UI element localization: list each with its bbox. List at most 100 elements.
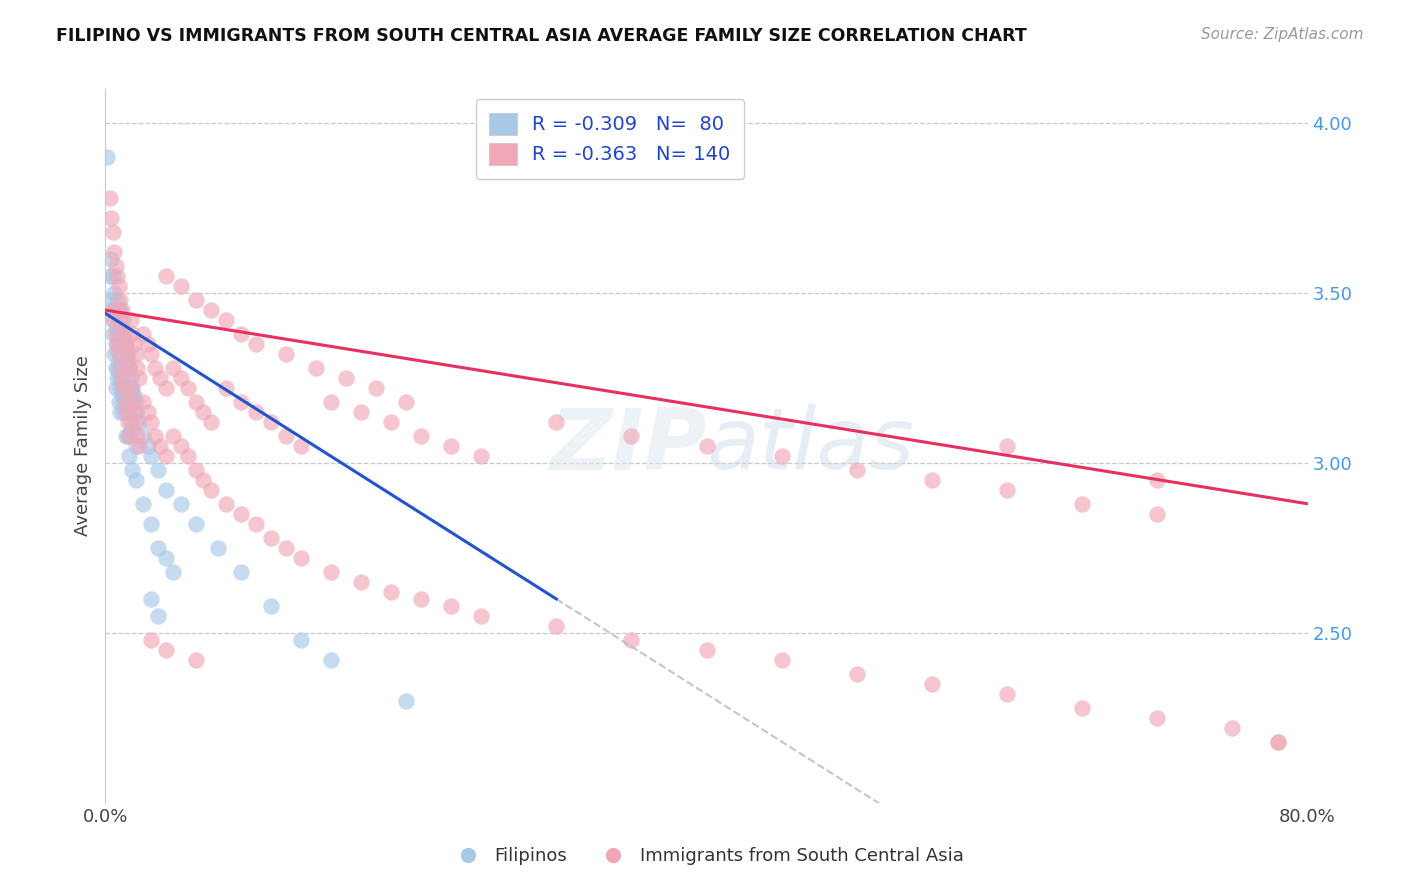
Point — [115, 347, 138, 361]
Point — [770, 653, 793, 667]
Point — [115, 429, 138, 443]
Point — [128, 439, 150, 453]
Point — [177, 381, 200, 395]
Point — [104, 326, 127, 341]
Point — [107, 343, 129, 358]
Point — [110, 313, 132, 327]
Point — [124, 415, 146, 429]
Point — [101, 303, 124, 318]
Point — [143, 429, 166, 443]
Point — [274, 429, 297, 443]
Point — [200, 415, 222, 429]
Point — [139, 347, 162, 361]
Point — [110, 337, 132, 351]
Point — [103, 303, 125, 318]
Point — [470, 608, 492, 623]
Point — [120, 381, 142, 395]
Point — [114, 347, 136, 361]
Point — [104, 259, 127, 273]
Point — [162, 565, 184, 579]
Point — [121, 463, 143, 477]
Point — [110, 360, 132, 375]
Point — [229, 507, 252, 521]
Point — [921, 677, 943, 691]
Point — [115, 388, 138, 402]
Point — [139, 415, 162, 429]
Point — [128, 415, 150, 429]
Point — [921, 473, 943, 487]
Point — [155, 269, 177, 284]
Point — [107, 371, 129, 385]
Point — [470, 449, 492, 463]
Point — [112, 394, 135, 409]
Point — [546, 619, 568, 633]
Point — [124, 405, 146, 419]
Point — [155, 643, 177, 657]
Point — [101, 225, 124, 239]
Point — [136, 337, 159, 351]
Point — [155, 483, 177, 498]
Point — [1071, 497, 1094, 511]
Point — [115, 354, 138, 368]
Point — [395, 694, 418, 708]
Point — [103, 245, 125, 260]
Point — [117, 360, 139, 375]
Point — [124, 347, 146, 361]
Point — [103, 313, 125, 327]
Point — [409, 429, 432, 443]
Point — [110, 371, 132, 385]
Point — [120, 381, 142, 395]
Point — [101, 269, 124, 284]
Point — [132, 429, 155, 443]
Point — [146, 541, 169, 555]
Point — [112, 337, 135, 351]
Point — [100, 252, 122, 266]
Point — [124, 394, 146, 409]
Text: ZIP: ZIP — [548, 404, 707, 488]
Point — [335, 371, 357, 385]
Point — [117, 415, 139, 429]
Point — [274, 541, 297, 555]
Point — [245, 517, 267, 532]
Point — [440, 439, 463, 453]
Point — [124, 439, 146, 453]
Point — [111, 354, 134, 368]
Point — [1146, 473, 1168, 487]
Point — [104, 381, 127, 395]
Point — [115, 405, 138, 419]
Point — [107, 293, 129, 307]
Point — [101, 326, 124, 341]
Point — [120, 313, 142, 327]
Point — [120, 371, 142, 385]
Point — [696, 643, 718, 657]
Point — [118, 449, 141, 463]
Point — [120, 415, 142, 429]
Text: atlas: atlas — [707, 404, 914, 488]
Point — [995, 483, 1018, 498]
Point — [118, 371, 141, 385]
Point — [260, 599, 283, 613]
Point — [274, 347, 297, 361]
Point — [380, 415, 402, 429]
Point — [770, 449, 793, 463]
Point — [260, 415, 283, 429]
Point — [169, 371, 191, 385]
Point — [620, 632, 643, 647]
Point — [214, 313, 236, 327]
Point — [139, 517, 162, 532]
Point — [107, 320, 129, 334]
Point — [229, 326, 252, 341]
Point — [117, 347, 139, 361]
Point — [118, 360, 141, 375]
Point — [620, 429, 643, 443]
Point — [146, 608, 169, 623]
Point — [290, 439, 312, 453]
Point — [98, 269, 121, 284]
Point — [122, 337, 145, 351]
Point — [115, 337, 138, 351]
Point — [110, 303, 132, 318]
Point — [112, 360, 135, 375]
Point — [100, 293, 122, 307]
Point — [132, 497, 155, 511]
Point — [132, 326, 155, 341]
